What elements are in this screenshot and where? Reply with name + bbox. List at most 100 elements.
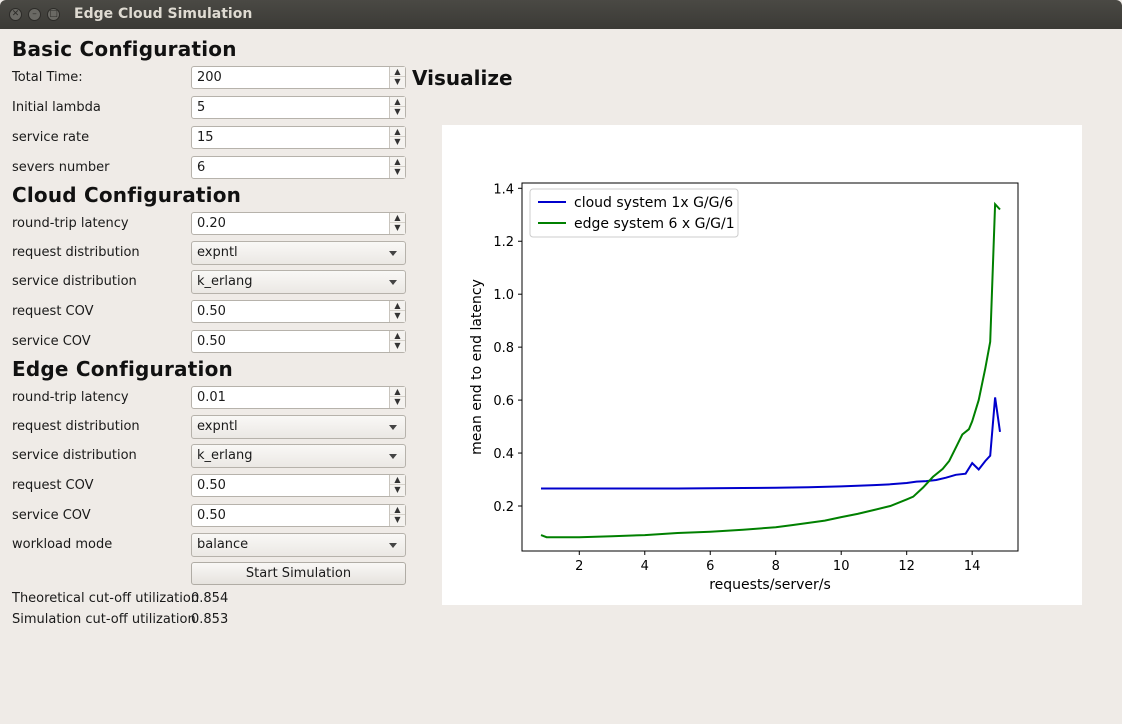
maximize-icon[interactable]: □ bbox=[47, 8, 60, 21]
spin-down-icon[interactable]: ▼ bbox=[394, 515, 401, 524]
spin-arrows: ▲ ▼ bbox=[389, 157, 405, 178]
cloud-request-dist-label: request distribution bbox=[12, 245, 140, 260]
cloud-service-cov-value: 0.50 bbox=[197, 334, 226, 349]
total-time-spinbox[interactable]: 200 ▲ ▼ bbox=[191, 66, 406, 89]
servers-number-label: severs number bbox=[12, 160, 110, 175]
cloud-service-dist-label: service distribution bbox=[12, 274, 137, 289]
minimize-icon[interactable]: – bbox=[28, 8, 41, 21]
x-tick-label: 12 bbox=[898, 559, 915, 574]
theoretical-cutoff-label: Theoretical cut-off utilization bbox=[12, 591, 200, 606]
cloud-service-dist-select[interactable]: k_erlang bbox=[191, 270, 406, 294]
spin-down-icon[interactable]: ▼ bbox=[394, 223, 401, 232]
legend-label-1: cloud system 1x G/G/6 bbox=[574, 195, 733, 211]
spin-up-icon[interactable]: ▲ bbox=[390, 331, 405, 341]
x-tick-label: 4 bbox=[641, 559, 649, 574]
cloud-request-cov-spinbox[interactable]: 0.50 ▲ ▼ bbox=[191, 300, 406, 323]
spin-up-icon[interactable]: ▲ bbox=[390, 157, 405, 167]
cloud-service-dist-value: k_erlang bbox=[197, 274, 253, 289]
servers-number-value: 6 bbox=[197, 160, 206, 175]
edge-request-cov-label: request COV bbox=[12, 478, 94, 493]
cloud-latency-value: 0.20 bbox=[197, 216, 226, 231]
simulation-cutoff-label: Simulation cut-off utilization bbox=[12, 612, 196, 627]
initial-lambda-spinbox[interactable]: 5 ▲ ▼ bbox=[191, 96, 406, 119]
axes-frame bbox=[521, 182, 1019, 552]
start-simulation-button[interactable]: Start Simulation bbox=[191, 562, 406, 585]
theoretical-cutoff-value: 0.854 bbox=[191, 591, 229, 606]
edge-service-dist-value: k_erlang bbox=[197, 448, 253, 463]
y-tick-label: 1.2 bbox=[493, 235, 514, 250]
spin-arrows: ▲ ▼ bbox=[389, 213, 405, 234]
y-tick-label: 0.8 bbox=[493, 341, 514, 356]
close-icon[interactable]: ✕ bbox=[9, 8, 22, 21]
workload-mode-value: balance bbox=[197, 537, 249, 552]
cloud-service-cov-label: service COV bbox=[12, 334, 91, 349]
edge-config-title: Edge Configuration bbox=[12, 357, 233, 381]
y-tick-label: 0.6 bbox=[493, 394, 514, 409]
edge-service-cov-value: 0.50 bbox=[197, 508, 226, 523]
spin-up-icon[interactable]: ▲ bbox=[390, 67, 405, 77]
spin-arrows: ▲ ▼ bbox=[389, 301, 405, 322]
edge-request-cov-spinbox[interactable]: 0.50 ▲ ▼ bbox=[191, 474, 406, 497]
edge-request-cov-value: 0.50 bbox=[197, 478, 226, 493]
cloud-request-cov-label: request COV bbox=[12, 304, 94, 319]
edge-request-dist-select[interactable]: expntl bbox=[191, 415, 406, 439]
cloud-request-cov-value: 0.50 bbox=[197, 304, 226, 319]
edge-request-dist-value: expntl bbox=[197, 419, 238, 434]
x-tick-label: 6 bbox=[706, 559, 714, 574]
spin-up-icon[interactable]: ▲ bbox=[390, 213, 405, 223]
x-tick-label: 10 bbox=[833, 559, 850, 574]
chevron-down-icon bbox=[389, 425, 397, 430]
cloud-service-cov-spinbox[interactable]: 0.50 ▲ ▼ bbox=[191, 330, 406, 353]
window-title: Edge Cloud Simulation bbox=[74, 6, 253, 22]
initial-lambda-label: Initial lambda bbox=[12, 100, 101, 115]
spin-arrows: ▲ ▼ bbox=[389, 127, 405, 148]
series-line-2 bbox=[540, 201, 1001, 539]
edge-latency-spinbox[interactable]: 0.01 ▲ ▼ bbox=[191, 386, 406, 409]
cloud-latency-spinbox[interactable]: 0.20 ▲ ▼ bbox=[191, 212, 406, 235]
spin-down-icon[interactable]: ▼ bbox=[394, 397, 401, 406]
series-line-1 bbox=[541, 397, 1001, 490]
spin-up-icon[interactable]: ▲ bbox=[390, 97, 405, 107]
service-rate-spinbox[interactable]: 15 ▲ ▼ bbox=[191, 126, 406, 149]
chevron-down-icon bbox=[389, 454, 397, 459]
spin-down-icon[interactable]: ▼ bbox=[394, 167, 401, 176]
workload-mode-select[interactable]: balance bbox=[191, 533, 406, 557]
legend-label-2: edge system 6 x G/G/1 bbox=[574, 216, 735, 232]
service-rate-label: service rate bbox=[12, 130, 90, 145]
spin-arrows: ▲ ▼ bbox=[389, 475, 405, 496]
workload-mode-label: workload mode bbox=[12, 537, 113, 552]
spin-up-icon[interactable]: ▲ bbox=[390, 505, 405, 515]
spin-down-icon[interactable]: ▼ bbox=[394, 107, 401, 116]
edge-latency-value: 0.01 bbox=[197, 390, 226, 405]
chevron-down-icon bbox=[389, 251, 397, 256]
visualize-title: Visualize bbox=[412, 66, 513, 90]
spin-arrows: ▲ ▼ bbox=[389, 97, 405, 118]
x-axis-label: requests/server/s bbox=[709, 577, 831, 593]
spin-down-icon[interactable]: ▼ bbox=[394, 137, 401, 146]
basic-config-title: Basic Configuration bbox=[12, 37, 237, 61]
spin-down-icon[interactable]: ▼ bbox=[394, 341, 401, 350]
y-tick-label: 1.4 bbox=[493, 182, 514, 197]
servers-number-spinbox[interactable]: 6 ▲ ▼ bbox=[191, 156, 406, 179]
plot-canvas: 2 4 6 8 10 12 14 0.2 0.4 0.6 0.8 1.0 1.2 1.4 requests/… bbox=[442, 125, 1082, 605]
y-tick-label: 0.4 bbox=[493, 447, 514, 462]
x-tick-label: 14 bbox=[964, 559, 981, 574]
y-tick-label: 0.2 bbox=[493, 500, 514, 515]
spin-up-icon[interactable]: ▲ bbox=[390, 387, 405, 397]
cloud-latency-label: round-trip latency bbox=[12, 216, 129, 231]
edge-service-dist-select[interactable]: k_erlang bbox=[191, 444, 406, 468]
spin-up-icon[interactable]: ▲ bbox=[390, 127, 405, 137]
y-tick-label: 1.0 bbox=[493, 288, 514, 303]
edge-service-cov-label: service COV bbox=[12, 508, 91, 523]
spin-down-icon[interactable]: ▼ bbox=[394, 485, 401, 494]
edge-service-cov-spinbox[interactable]: 0.50 ▲ ▼ bbox=[191, 504, 406, 527]
total-time-value: 200 bbox=[197, 70, 222, 85]
edge-service-dist-label: service distribution bbox=[12, 448, 137, 463]
spin-up-icon[interactable]: ▲ bbox=[390, 301, 405, 311]
cloud-config-title: Cloud Configuration bbox=[12, 183, 242, 207]
spin-down-icon[interactable]: ▼ bbox=[394, 77, 401, 86]
spin-down-icon[interactable]: ▼ bbox=[394, 311, 401, 320]
y-axis-label: mean end to end latency bbox=[469, 279, 485, 455]
spin-up-icon[interactable]: ▲ bbox=[390, 475, 405, 485]
cloud-request-dist-select[interactable]: expntl bbox=[191, 241, 406, 265]
